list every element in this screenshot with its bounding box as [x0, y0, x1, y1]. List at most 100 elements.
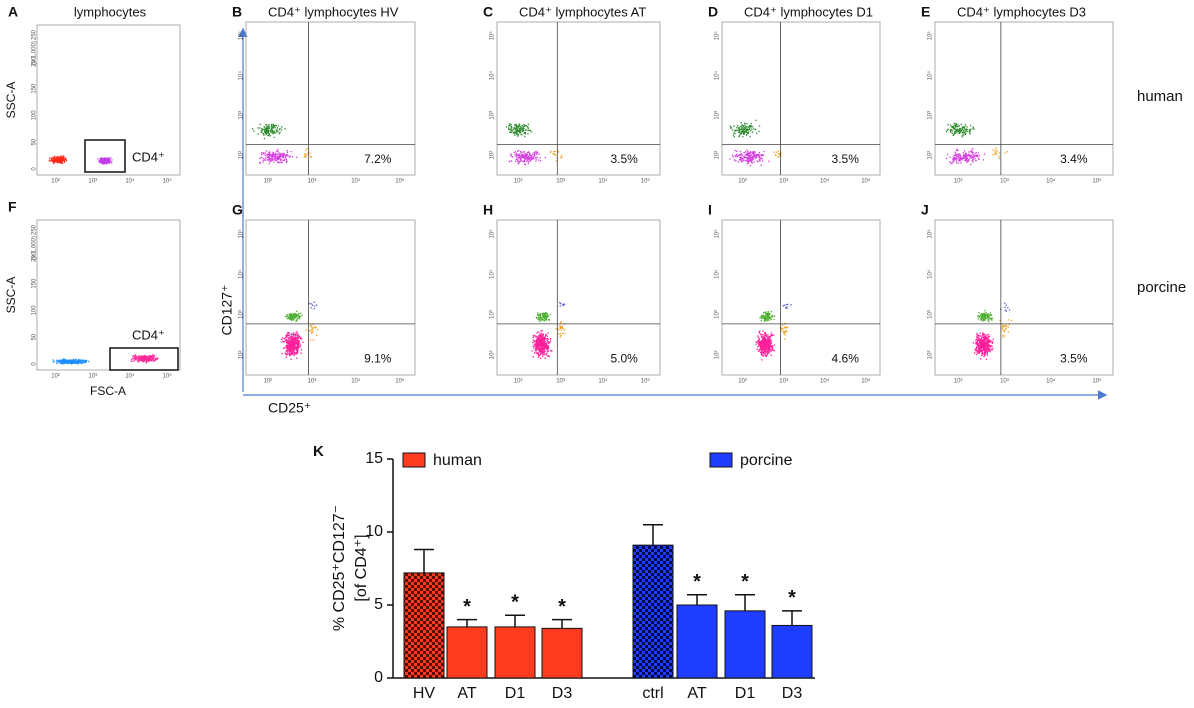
event-dot	[310, 324, 312, 326]
event-dot	[143, 355, 145, 357]
event-dot	[536, 346, 539, 349]
event-dot	[296, 318, 298, 320]
event-dot	[954, 159, 956, 161]
event-dot	[288, 313, 290, 315]
event-dot	[315, 326, 317, 328]
event-dot	[769, 349, 772, 351]
event-dot	[510, 153, 512, 155]
event-dot	[975, 342, 977, 345]
event-dot	[743, 152, 746, 154]
event-dot	[135, 358, 137, 360]
event-dot	[515, 131, 517, 133]
event-dot	[984, 339, 986, 341]
event-dot	[985, 335, 987, 337]
event-dot	[273, 132, 275, 134]
event-dot	[768, 160, 770, 162]
event-dot	[980, 313, 983, 315]
event-dot	[513, 151, 515, 154]
event-dot	[152, 358, 154, 360]
event-dot	[952, 157, 955, 159]
event-dot	[982, 349, 984, 351]
event-dot	[272, 130, 275, 132]
event-dot	[100, 161, 102, 164]
event-dot	[275, 159, 277, 162]
event-dot	[744, 131, 746, 133]
event-dot	[58, 158, 60, 160]
event-dot	[309, 303, 311, 305]
event-dot	[59, 158, 61, 160]
event-dot	[532, 339, 534, 341]
event-dot	[767, 338, 769, 340]
event-dot	[68, 361, 70, 363]
event-dot	[764, 311, 767, 313]
event-dot	[953, 159, 955, 161]
event-dot	[998, 152, 1001, 154]
event-dot	[297, 347, 300, 349]
event-dot	[538, 334, 541, 336]
event-dot	[740, 158, 743, 160]
event-dot	[525, 155, 528, 157]
event-dot	[293, 318, 296, 320]
event-dot	[151, 356, 153, 359]
event-dot	[946, 129, 948, 131]
event-dot	[294, 313, 297, 315]
event-dot	[546, 350, 548, 352]
y-tick-label: 10⁵	[714, 229, 721, 239]
event-dot	[781, 330, 783, 332]
event-dot	[276, 150, 278, 153]
event-dot	[59, 162, 61, 164]
event-dot	[1004, 152, 1006, 154]
event-dot	[270, 127, 272, 129]
event-dot	[50, 160, 52, 162]
event-dot	[984, 338, 986, 340]
event-dot	[758, 332, 760, 334]
event-dot	[769, 337, 771, 339]
event-dot	[108, 161, 110, 163]
event-dot	[74, 360, 77, 362]
event-dot	[290, 345, 292, 348]
event-dot	[951, 132, 953, 134]
event-dot	[282, 156, 284, 158]
event-dot	[775, 154, 777, 157]
event-dot	[739, 150, 742, 153]
event-dot	[540, 317, 542, 319]
event-dot	[520, 160, 522, 162]
event-dot	[964, 129, 966, 131]
x-tick-label: 10⁴	[125, 178, 135, 185]
event-dot	[554, 154, 556, 156]
event-dot	[293, 333, 295, 336]
event-dot	[949, 130, 952, 132]
event-dot	[758, 340, 760, 342]
event-dot	[78, 359, 81, 361]
event-dot	[539, 315, 541, 317]
event-dot	[280, 158, 282, 160]
event-dot	[552, 153, 554, 155]
x-tick-label: 10⁵	[641, 178, 651, 185]
event-dot	[143, 360, 145, 362]
event-dot	[949, 124, 952, 126]
event-dot	[78, 359, 80, 362]
event-dot	[286, 154, 288, 156]
event-dot	[294, 352, 296, 354]
event-dot	[992, 149, 994, 151]
event-dot	[259, 162, 261, 165]
event-dot	[748, 156, 750, 158]
event-dot	[985, 312, 987, 314]
event-dot	[296, 156, 298, 158]
event-dot	[289, 353, 291, 355]
event-dot	[983, 345, 985, 347]
event-dot	[153, 355, 155, 357]
event-dot	[755, 119, 757, 121]
event-dot	[758, 156, 760, 158]
event-dot	[1005, 310, 1007, 312]
event-dot	[265, 124, 268, 126]
y-label: SSC-A	[4, 82, 18, 119]
event-dot	[991, 319, 993, 321]
event-dot	[984, 315, 986, 317]
event-dot	[139, 356, 141, 358]
event-dot	[58, 360, 60, 362]
event-dot	[51, 158, 53, 161]
event-dot	[761, 336, 763, 338]
y-tick-label: 10⁵	[714, 31, 721, 41]
event-dot	[979, 345, 981, 347]
